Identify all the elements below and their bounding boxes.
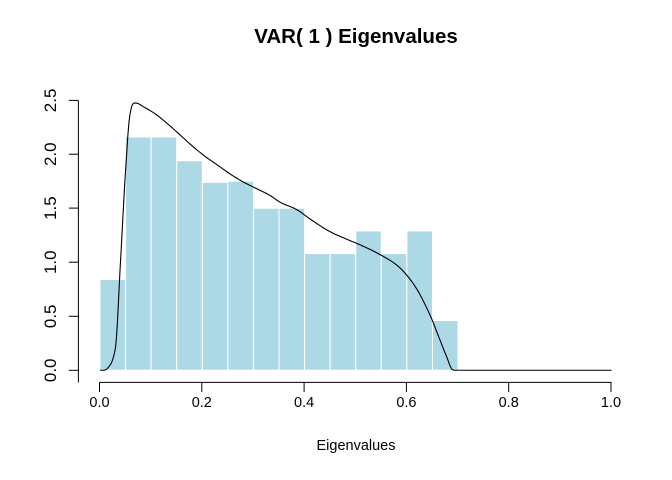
svg-text:2.0: 2.0: [41, 142, 60, 166]
svg-text:0.6: 0.6: [396, 395, 416, 411]
svg-text:0.0: 0.0: [89, 395, 109, 411]
svg-text:0.5: 0.5: [41, 304, 60, 328]
svg-text:0.0: 0.0: [41, 358, 60, 382]
svg-text:1.0: 1.0: [601, 395, 621, 411]
svg-text:0.4: 0.4: [294, 395, 314, 411]
svg-text:0.2: 0.2: [192, 395, 212, 411]
svg-text:0.8: 0.8: [499, 395, 519, 411]
svg-text:2.5: 2.5: [41, 89, 60, 113]
svg-text:1.5: 1.5: [41, 196, 60, 220]
svg-text:1.0: 1.0: [41, 250, 60, 274]
